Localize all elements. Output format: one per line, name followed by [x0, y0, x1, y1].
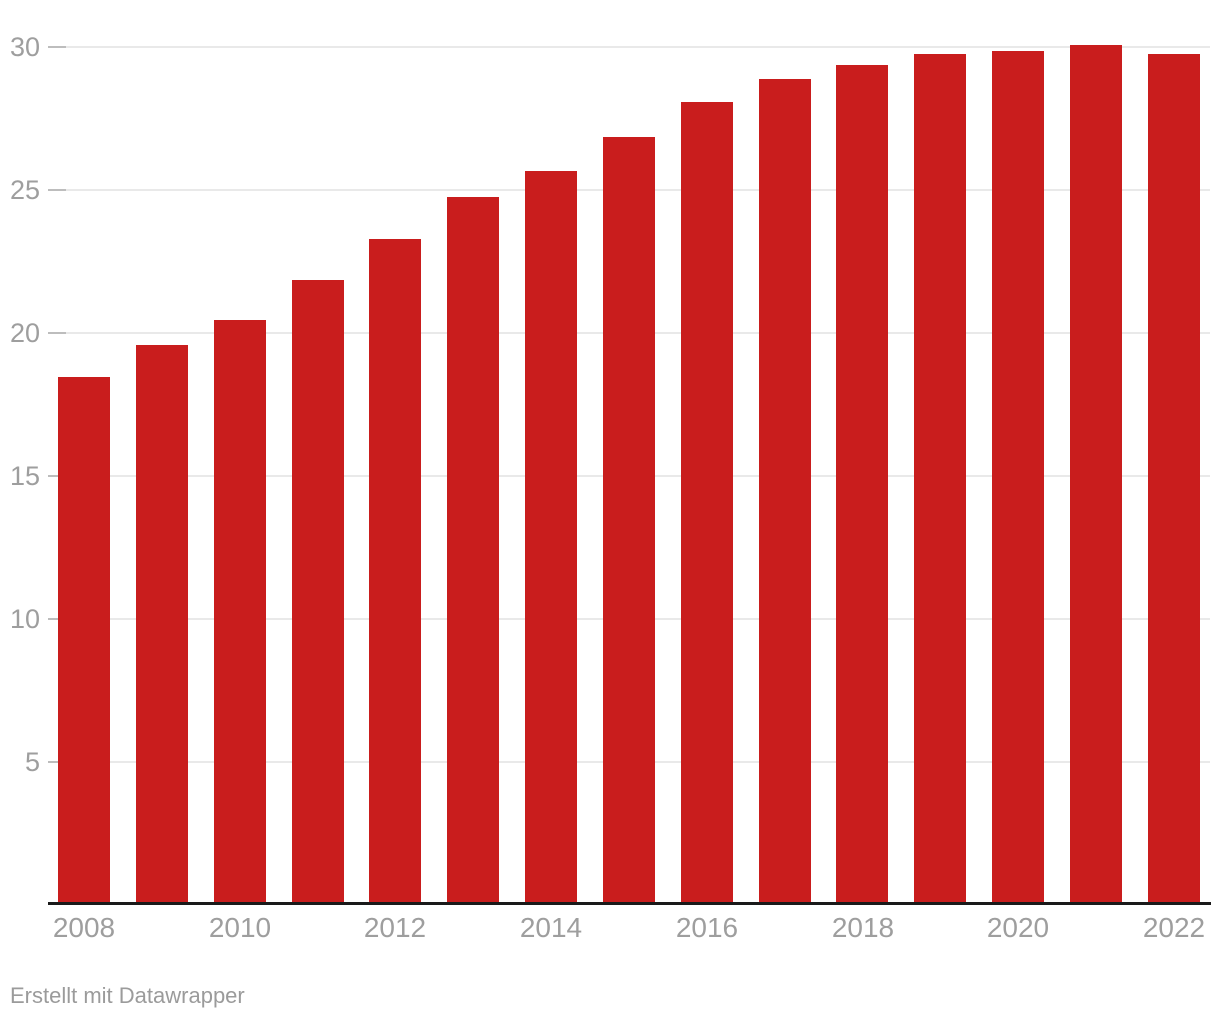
gridline	[66, 46, 1210, 48]
y-axis-tick-label: 10	[9, 604, 40, 634]
y-tick-mark	[48, 475, 66, 477]
y-tick-mark	[48, 332, 66, 334]
x-axis-tick-label: 2018	[831, 912, 895, 943]
y-axis-tick-label: 25	[9, 175, 40, 205]
x-axis-tick-label: 2014	[519, 912, 583, 943]
bar-2010[interactable]	[213, 320, 266, 903]
x-axis-tick-label: 2012	[363, 912, 427, 943]
y-tick-mark	[48, 46, 66, 48]
y-tick-mark	[48, 761, 66, 763]
datawrapper-attribution-link[interactable]: Erstellt mit Datawrapper	[10, 983, 245, 1008]
x-axis-tick-label: 2022	[1142, 912, 1206, 943]
x-axis-tick-label: 2020	[986, 912, 1050, 943]
x-axis-tick-label: 2008	[52, 912, 116, 943]
bar-2021[interactable]	[1069, 45, 1122, 903]
bar-2016[interactable]	[680, 102, 733, 903]
y-tick-mark	[48, 189, 66, 191]
bar-2011[interactable]	[291, 280, 344, 903]
bar-2015[interactable]	[602, 137, 655, 903]
bar-2009[interactable]	[135, 345, 188, 903]
y-axis-tick-label: 15	[9, 461, 40, 491]
bar-2019[interactable]	[914, 54, 967, 903]
bar-2008[interactable]	[58, 377, 110, 903]
y-axis-tick-label: 20	[9, 318, 40, 348]
bars-group	[58, 45, 1200, 903]
bar-2018[interactable]	[836, 65, 889, 903]
bar-2022[interactable]	[1147, 54, 1200, 903]
bar-2017[interactable]	[758, 79, 811, 903]
bar-2012[interactable]	[369, 239, 422, 903]
y-axis-tick-label: 5	[24, 747, 40, 777]
x-axis-tick-label: 2010	[208, 912, 272, 943]
y-axis-tick-label: 30	[9, 32, 40, 62]
bar-2020[interactable]	[992, 51, 1045, 903]
y-tick-mark	[48, 618, 66, 620]
x-axis-baseline	[48, 902, 1211, 905]
bar-2013[interactable]	[447, 197, 500, 903]
x-axis-tick-label: 2016	[675, 912, 739, 943]
bar-2014[interactable]	[525, 171, 578, 903]
